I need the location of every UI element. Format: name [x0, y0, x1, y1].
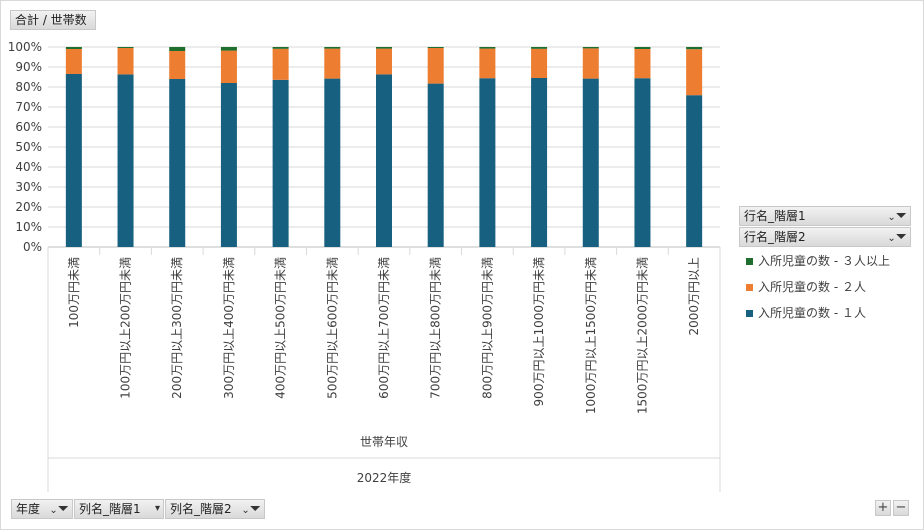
y-tick-label: 20% — [15, 200, 42, 214]
bar-two — [169, 51, 186, 79]
bar-one — [117, 74, 134, 248]
y-tick-label: 90% — [15, 60, 42, 74]
bar-three — [582, 47, 599, 49]
bar-three — [272, 47, 289, 49]
legend-item-one[interactable]: 入所児童の数 - １人 — [746, 304, 866, 321]
filter-label-col2: 列名_階層2 — [170, 502, 232, 516]
x-tick-label: 900万円以上1000万円未満 — [532, 257, 546, 406]
filter-icon: ⏷ — [895, 229, 907, 245]
filter-button-col2[interactable]: 列名_階層2 ⌄⏷ — [165, 499, 265, 519]
filter-label-col1: 列名_階層1 — [79, 502, 141, 516]
legend-swatch-one — [746, 310, 753, 317]
legend-swatch-two — [746, 284, 753, 291]
collapse-button[interactable]: − — [893, 500, 909, 516]
row-field-button-2[interactable]: 行名_階層2 ⌄⏷ — [739, 227, 911, 247]
bar-three — [117, 47, 134, 48]
filter-button-col1[interactable]: 列名_階層1 ▾ — [74, 499, 164, 519]
bar-two — [582, 48, 599, 79]
x-tick-label: 2000万円以上 — [687, 257, 701, 336]
bar-one — [531, 78, 548, 247]
y-tick-label: 30% — [15, 180, 42, 194]
bar-one — [634, 78, 651, 247]
bar-two — [531, 48, 548, 78]
bar-one — [65, 74, 82, 247]
y-tick-label: 50% — [15, 140, 42, 154]
y-tick-label: 70% — [15, 100, 42, 114]
dropdown-arrow-icon: ⌄⏷ — [887, 229, 907, 245]
bar-one — [582, 78, 599, 247]
legend-label-two: 入所児童の数 - ２人 — [758, 280, 866, 294]
bar-three — [169, 47, 186, 51]
dropdown-arrow-icon: ⌄⏷ — [49, 501, 69, 517]
x-tick-label: 300万円以上400万円未満 — [222, 257, 236, 399]
legend-swatch-three — [746, 258, 753, 265]
row-field-button-1[interactable]: 行名_階層1 ⌄⏷ — [739, 206, 911, 226]
filter-icon: ⏷ — [249, 501, 261, 517]
y-tick-label: 60% — [15, 120, 42, 134]
bar-two — [376, 48, 392, 75]
bar-one — [686, 95, 703, 247]
filter-button-year[interactable]: 年度 ⌄⏷ — [11, 499, 73, 519]
legend-label-one: 入所児童の数 - １人 — [758, 306, 866, 320]
x-tick-label: 100万円以上200万円未満 — [119, 257, 133, 399]
bar-two — [634, 49, 651, 79]
dropdown-arrow-icon: ⌄⏷ — [241, 501, 261, 517]
bar-three — [479, 47, 496, 49]
bar-one — [169, 79, 186, 247]
bar-three — [634, 47, 651, 49]
x-axis-title: 世帯年収 — [360, 435, 408, 449]
bar-three — [324, 47, 341, 49]
filter-icon: ⏷ — [895, 208, 907, 224]
bar-one — [427, 83, 444, 247]
x-tick-label: 600万円以上700万円未満 — [377, 257, 391, 399]
bar-one — [479, 78, 496, 247]
y-tick-label: 80% — [15, 80, 42, 94]
bar-three — [531, 47, 548, 49]
bar-three — [686, 47, 703, 50]
bar-two — [427, 48, 444, 84]
x-tick-label: 1500万円以上2000万円未満 — [635, 257, 649, 414]
bar-three — [376, 47, 392, 49]
x-tick-label: 100万円未満 — [67, 257, 81, 328]
value-field-label: 合計 / 世帯数 — [15, 13, 87, 27]
bar-two — [117, 48, 134, 75]
bar-one — [220, 83, 237, 247]
x-tick-label: 500万円以上600万円未満 — [325, 257, 339, 399]
x-tick-label: 700万円以上800万円未満 — [429, 257, 443, 399]
bar-two — [686, 49, 703, 96]
x-tick-label: 200万円以上300万円未満 — [170, 257, 184, 399]
legend-item-two[interactable]: 入所児童の数 - ２人 — [746, 278, 866, 295]
bar-two — [65, 49, 82, 74]
bar-three — [427, 47, 444, 48]
x-tick-label: 1000万円以上1500万円未満 — [584, 257, 598, 414]
dropdown-arrow-icon: ⌄⏷ — [887, 208, 907, 224]
bar-three — [65, 47, 82, 49]
dropdown-arrow-icon: ▾ — [154, 503, 160, 514]
bar-one — [376, 74, 392, 248]
value-field-button[interactable]: 合計 / 世帯数 — [10, 10, 96, 30]
row-field-label-2: 行名_階層2 — [744, 230, 806, 244]
bar-two — [324, 48, 341, 79]
bar-three — [220, 47, 237, 51]
y-tick-label: 100% — [8, 40, 42, 54]
y-tick-label: 40% — [15, 160, 42, 174]
y-tick-label: 0% — [23, 240, 42, 254]
bar-two — [220, 50, 237, 83]
filter-icon: ⏷ — [57, 501, 69, 517]
x-tick-label: 400万円以上500万円未満 — [274, 257, 288, 399]
x-group-label: 2022年度 — [357, 470, 412, 485]
expand-button[interactable]: + — [875, 500, 891, 516]
filter-label-year: 年度 — [16, 502, 41, 516]
row-field-label-1: 行名_階層1 — [744, 209, 806, 223]
x-tick-label: 800万円以上900万円未満 — [480, 257, 494, 399]
bar-one — [324, 78, 341, 247]
legend-label-three: 入所児童の数 - ３人以上 — [758, 254, 890, 268]
bar-two — [272, 48, 289, 80]
legend-item-three[interactable]: 入所児童の数 - ３人以上 — [746, 252, 890, 269]
bar-two — [479, 48, 496, 79]
bar-one — [272, 79, 289, 247]
y-tick-label: 10% — [15, 220, 42, 234]
